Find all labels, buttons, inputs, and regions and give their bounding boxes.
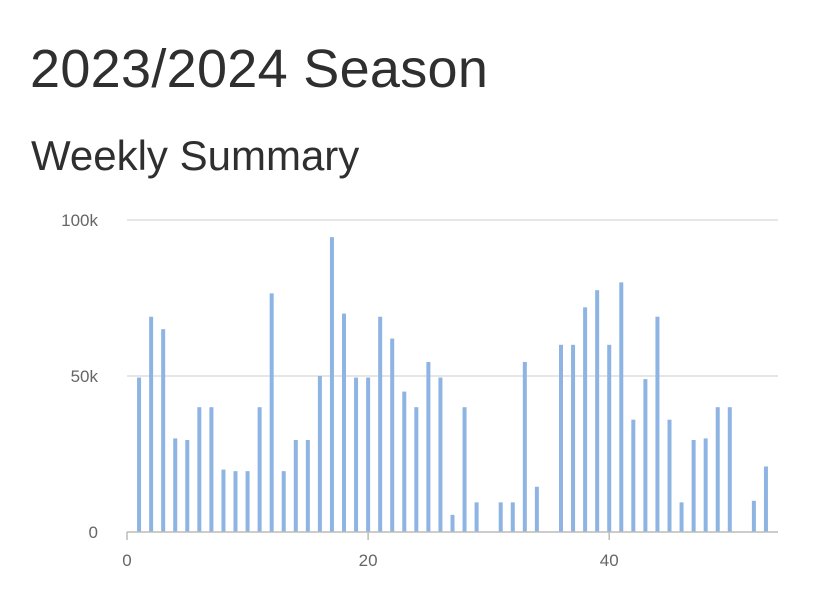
bar: [185, 439, 190, 532]
bar: [414, 407, 419, 532]
axes: [126, 531, 778, 540]
bar: [426, 361, 431, 532]
page-title: 2023/2024 Season: [30, 39, 489, 99]
bar: [691, 439, 696, 532]
bar: [329, 237, 334, 532]
x-tick-label: 0: [122, 551, 131, 570]
bar: [269, 293, 274, 532]
bar: [498, 502, 503, 532]
bar: [197, 407, 202, 532]
bar: [655, 316, 660, 532]
bar: [257, 407, 262, 532]
grid-lines: [127, 219, 778, 377]
bar: [534, 486, 539, 532]
bar: [209, 407, 214, 532]
bar: [378, 316, 383, 532]
bar: [571, 344, 576, 532]
bar: [354, 377, 359, 532]
bar: [317, 376, 322, 532]
bar: [137, 377, 142, 532]
bar: [462, 407, 467, 532]
bar: [474, 502, 479, 532]
bar: [390, 338, 395, 532]
bar: [149, 316, 154, 532]
bar: [522, 361, 527, 532]
bar: [450, 514, 455, 532]
bar: [751, 500, 756, 532]
bar: [631, 419, 636, 532]
bar: [715, 407, 720, 532]
tick-labels: 0 50k 100k 0 20 40: [61, 211, 619, 570]
bar: [727, 407, 732, 532]
bar: [595, 290, 600, 532]
bar: [245, 471, 250, 532]
bar: [583, 307, 588, 532]
bar: [607, 344, 612, 532]
bar: [161, 329, 166, 532]
bar: [703, 438, 708, 532]
bar-series: [137, 237, 768, 532]
bar: [173, 438, 178, 532]
bar: [643, 379, 648, 532]
y-tick-label: 0: [89, 523, 98, 542]
bar: [679, 502, 684, 532]
bar: [281, 471, 286, 532]
bar: [438, 377, 443, 532]
bar: [559, 344, 563, 532]
bar: [293, 439, 298, 532]
bar: [402, 391, 407, 532]
bar: [366, 377, 371, 532]
bar: [619, 282, 624, 532]
bar: [233, 471, 238, 532]
bar: [342, 313, 346, 532]
x-tick-label: 40: [600, 551, 619, 570]
bar: [667, 419, 672, 532]
bar: [510, 502, 515, 532]
page-subtitle: Weekly Summary: [31, 132, 360, 179]
bar: [305, 439, 310, 532]
bar: [763, 466, 768, 532]
x-tick-label: 20: [359, 551, 378, 570]
y-tick-label: 50k: [71, 367, 99, 386]
y-tick-label: 100k: [61, 211, 98, 230]
bar: [221, 469, 226, 532]
